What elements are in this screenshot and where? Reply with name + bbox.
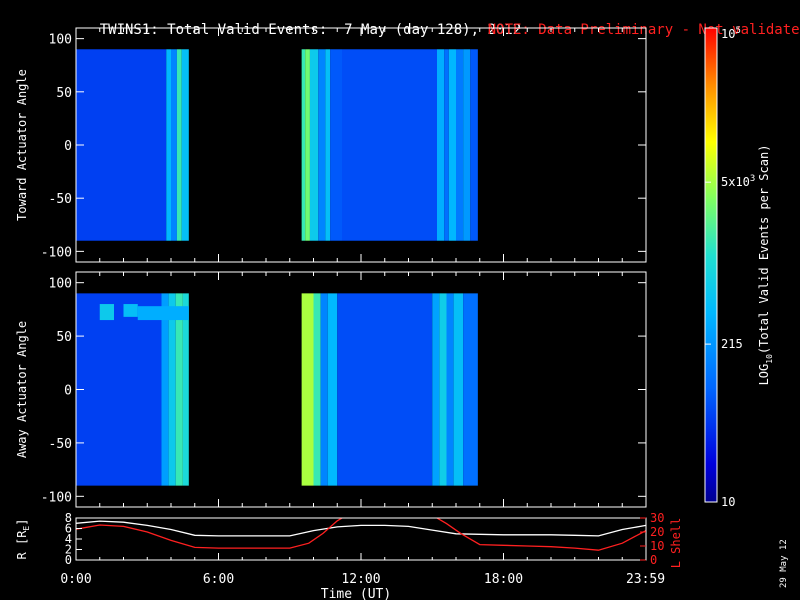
orbit-right-tick-label: 20 xyxy=(650,525,664,539)
orbit-r-line xyxy=(76,520,646,537)
panel2-data-band xyxy=(301,293,314,486)
orbit-right-tick-label: 10 xyxy=(650,539,664,553)
colorbar-tick-label: 105 xyxy=(721,26,741,41)
panel1-data-band xyxy=(309,49,319,241)
panel1-data-band xyxy=(166,49,171,241)
colorbar-tick-base: 5x10 xyxy=(721,175,750,189)
orbit-left-label-text: R [R xyxy=(15,530,29,560)
orbit-left-tick-label: 2 xyxy=(65,543,72,557)
panel2-data-band xyxy=(439,293,447,486)
panel2-high-angle-patch xyxy=(99,304,114,321)
panel2-data-band xyxy=(175,293,183,486)
panel1-data-band xyxy=(305,49,310,241)
panel2-data-band xyxy=(453,293,464,486)
panel2-high-angle-patch xyxy=(137,306,189,321)
panel2-y-tick-label: 0 xyxy=(64,384,72,399)
panel2-data-band xyxy=(76,293,162,486)
colorbar-label: LOG10(Total Valid Events per Scan) xyxy=(757,145,774,386)
colorbar-label-suffix: (Total Valid Events per Scan) xyxy=(757,145,771,355)
panel2-y-tick-label: 50 xyxy=(56,330,72,345)
panel2-high-angle-patch xyxy=(123,304,138,317)
panel1-y-tick-label: 50 xyxy=(56,86,72,101)
orbit-left-tick-label: 0 xyxy=(65,553,72,567)
panel1-data-band xyxy=(318,49,326,241)
panel1-y-tick-label: -100 xyxy=(41,245,72,260)
panel1-data-band xyxy=(448,49,456,241)
panel1-data-band xyxy=(76,49,167,241)
orbit-lshell-line-2 xyxy=(435,518,646,551)
colorbar-tick-label: 5x103 xyxy=(721,174,755,189)
title-text: TWINS1: Total Valid Events: 7 May (day 1… xyxy=(99,22,522,38)
side-date: 29 May 12 xyxy=(779,539,789,588)
panel2-data-band xyxy=(432,293,440,486)
orbit-left-tick-label: 4 xyxy=(65,532,72,546)
colorbar-tick-base: 10 xyxy=(721,27,735,41)
panel2-y-tick-label: -50 xyxy=(49,437,72,452)
panel2-data-band xyxy=(327,293,338,486)
time-tick-label: 0:00 xyxy=(60,572,91,587)
panel1-y-tick-label: 0 xyxy=(64,139,72,154)
panel1-y-tick-label: 100 xyxy=(49,33,72,48)
time-tick-label: 6:00 xyxy=(203,572,234,587)
panel1-y-axis-label: Toward Actuator Angle xyxy=(15,69,29,221)
panel2-data-band xyxy=(463,293,478,486)
panel1-y-tick-label: -50 xyxy=(49,192,72,207)
panel2-data-band xyxy=(313,293,321,486)
panel2-data-band xyxy=(446,293,454,486)
colorbar-tick-label: 215 xyxy=(721,337,743,351)
panel2-data-band xyxy=(337,293,433,486)
panel2-data-band xyxy=(182,293,189,486)
colorbar-label-sub: 10 xyxy=(765,354,774,364)
orbit-lshell-line-1 xyxy=(76,518,344,549)
colorbar-scale xyxy=(704,27,718,503)
panel2-y-tick-label: -100 xyxy=(41,490,72,505)
colorbar-tick-label: 10 xyxy=(721,495,735,509)
panel2-y-tick-label: 100 xyxy=(49,277,72,292)
orbit-left-label: R [RE] xyxy=(15,519,31,560)
orbit-left-tick-label: 8 xyxy=(65,511,72,525)
panel1-data-band xyxy=(301,49,306,241)
time-tick-label: 23:59 xyxy=(626,572,665,587)
orbit-right-tick-label: 0 xyxy=(650,553,657,567)
time-tick-label: 18:00 xyxy=(484,572,523,587)
panel2-data-band xyxy=(161,293,169,486)
orbit-left-tick-label: 6 xyxy=(65,522,72,536)
panel1-data-band xyxy=(437,49,445,241)
colorbar-tick-base: 215 xyxy=(721,337,743,351)
colorbar-tick-exp: 5 xyxy=(735,26,740,36)
panel2-data-band xyxy=(168,293,176,486)
panel1-data-band xyxy=(171,49,177,241)
panel1-data-band xyxy=(463,49,471,241)
colorbar-tick-base: 10 xyxy=(721,495,735,509)
orbit-right-label: L Shell xyxy=(669,518,683,569)
time-axis-label: Time (UT) xyxy=(321,587,391,600)
panel1-data-band xyxy=(176,49,182,241)
orbit-right-tick-label: 30 xyxy=(650,511,664,525)
orbit-left-label-end: ] xyxy=(15,519,29,526)
panel2-data-band xyxy=(320,293,328,486)
panel2-y-axis-label: Away Actuator Angle xyxy=(15,321,29,458)
panel1-data-band xyxy=(330,49,342,241)
panel1-data-band xyxy=(444,49,449,241)
colorbar-tick-exp: 3 xyxy=(750,174,755,184)
panel1-data-band xyxy=(470,49,478,241)
page-title: TWINS1: Total Valid Events: 7 May (day 1… xyxy=(66,6,521,54)
panel1-data-band xyxy=(456,49,464,241)
panel1-data-band xyxy=(325,49,331,241)
time-tick-label: 12:00 xyxy=(341,572,380,587)
orbit-left-label-sub: E xyxy=(22,526,31,531)
colorbar-label-prefix: LOG xyxy=(757,364,771,386)
panel1-data-band xyxy=(342,49,437,241)
panel1-data-band xyxy=(181,49,189,241)
